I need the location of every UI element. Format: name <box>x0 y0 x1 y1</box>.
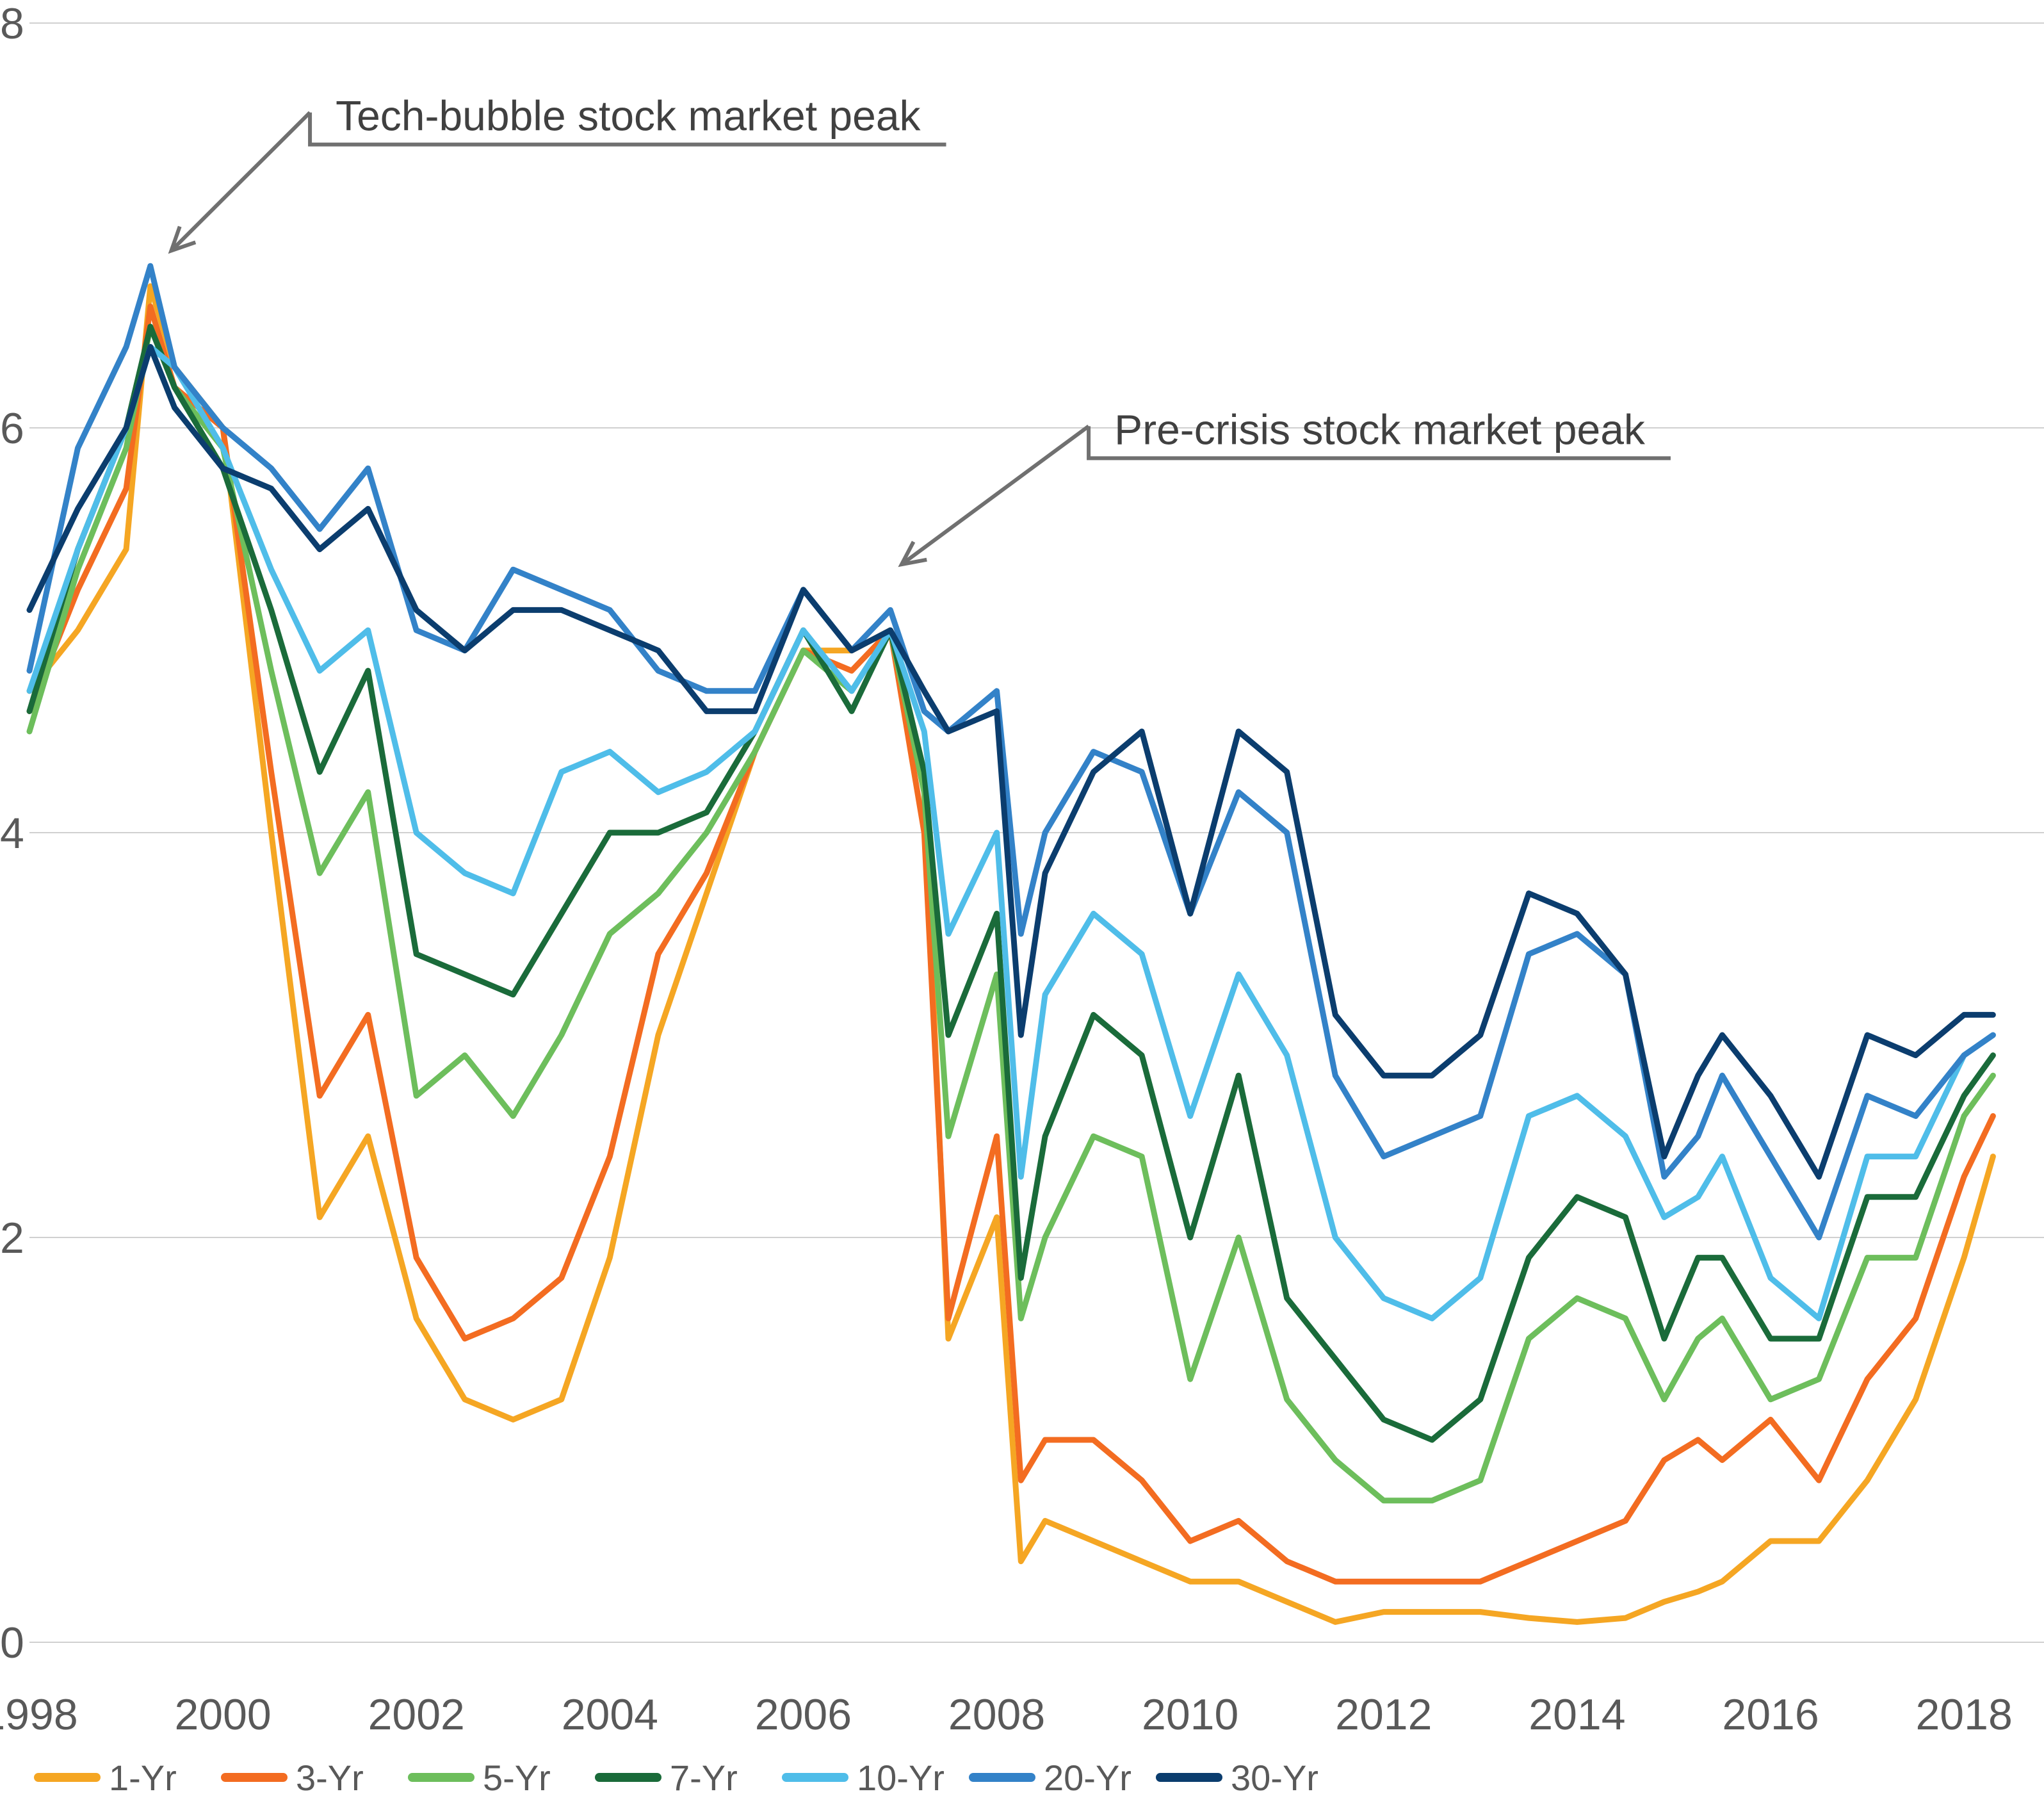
x-tick-label: 2012 <box>1335 1690 1432 1739</box>
x-tick-label: 2014 <box>1529 1690 1625 1739</box>
series-line-30-yr <box>26 344 1996 1180</box>
annotation-leader-2 <box>900 424 1090 566</box>
annotation-underline-2 <box>1087 426 1671 461</box>
x-tick-label: 2018 <box>1915 1690 2012 1739</box>
x-tick-label: 2010 <box>1142 1690 1238 1739</box>
legend: 1-Yr 3-Yr 5-Yr 7-Yr 10-Yr 20-Yr 30-Yr <box>34 1758 1318 1798</box>
series-lines <box>26 263 1996 1625</box>
annotation-arrowhead-2 <box>898 541 927 567</box>
legend-label-10-yr: 10-Yr <box>857 1758 945 1798</box>
series-line-3-yr <box>26 303 1996 1585</box>
x-tick-label: 1998 <box>0 1690 78 1739</box>
annotations: Tech-bubble stock market peak Pre-crisis … <box>168 92 1671 567</box>
legend-label-20-yr: 20-Yr <box>1044 1758 1132 1798</box>
legend-label-3-yr: 3-Yr <box>296 1758 364 1798</box>
legend-label-1-yr: 1-Yr <box>109 1758 177 1798</box>
y-axis-tick-labels: 0 2 4 6 8 <box>0 0 24 1667</box>
gridlines <box>29 22 2044 1643</box>
x-tick-label: 2016 <box>1722 1690 1819 1739</box>
series-line-20-yr <box>26 263 1996 1241</box>
y-tick-label: 2 <box>0 1214 24 1262</box>
x-axis-tick-labels: 1998 2000 2002 2004 2006 2008 2010 2012 2014 2016… <box>0 1690 2013 1739</box>
annotation-arrowhead-1 <box>168 225 197 254</box>
x-tick-label: 2002 <box>368 1690 465 1739</box>
legend-label-7-yr: 7-Yr <box>670 1758 738 1798</box>
legend-label-30-yr: 30-Yr <box>1231 1758 1318 1798</box>
x-tick-label: 2000 <box>174 1690 271 1739</box>
x-tick-label: 2004 <box>562 1690 658 1739</box>
annotation-label-1: Tech-bubble stock market peak <box>336 92 921 140</box>
y-tick-label: 6 <box>0 404 24 453</box>
annotation-leader-1 <box>170 111 312 252</box>
series-line-5-yr <box>26 323 1996 1504</box>
annotation-underline-1 <box>308 112 946 147</box>
series-line-7-yr <box>26 323 1996 1443</box>
series-line-10-yr <box>26 344 1996 1321</box>
y-tick-label: 8 <box>0 0 24 48</box>
y-tick-label: 0 <box>0 1619 24 1667</box>
legend-label-5-yr: 5-Yr <box>483 1758 551 1798</box>
x-tick-label: 2008 <box>948 1690 1045 1739</box>
y-tick-label: 4 <box>0 809 24 858</box>
annotation-label-2: Pre-crisis stock market peak <box>1114 405 1646 453</box>
x-tick-label: 2006 <box>755 1690 852 1739</box>
series-line-1-yr <box>26 283 1996 1625</box>
